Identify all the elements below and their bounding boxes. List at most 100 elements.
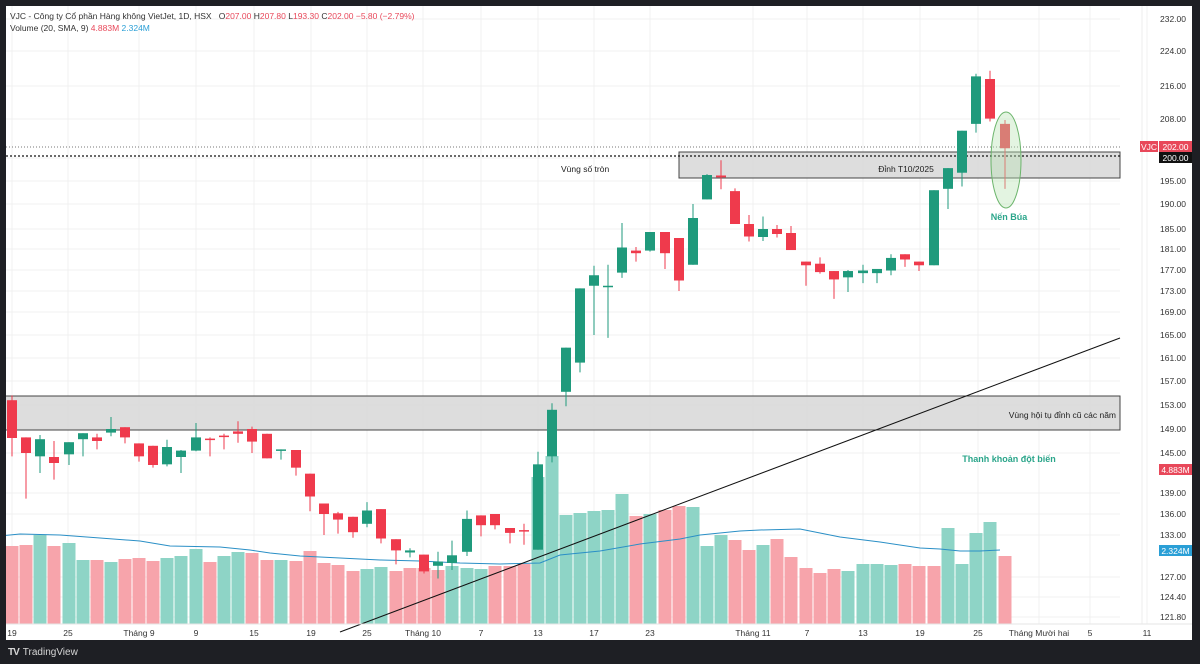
volume-bar[interactable] [346,571,360,624]
candle-up[interactable] [362,510,372,524]
volume-bar[interactable] [503,566,517,624]
volume-bar[interactable] [686,507,700,624]
volume-bar[interactable] [6,546,19,624]
volume-bar[interactable] [998,556,1012,624]
volume-bar[interactable] [146,561,160,624]
chart-canvas[interactable]: Vùng số tròn Đỉnh T10/2025 Vùng hội tụ đỉn… [6,6,1192,640]
volume-bar[interactable] [884,565,898,624]
volume-bar[interactable] [770,539,784,624]
tradingview-footer[interactable]: TV TradingView [8,647,78,658]
volume-bar[interactable] [728,540,742,624]
volume-bar[interactable] [33,535,47,624]
candle-down[interactable] [716,175,726,178]
volume-bar[interactable] [445,566,459,624]
volume-bar[interactable] [927,566,941,624]
candle-up[interactable] [78,433,88,440]
volume-bar[interactable] [870,564,884,624]
candle-up[interactable] [176,450,186,457]
volume-bar[interactable] [827,569,841,624]
candle-up[interactable] [533,464,543,550]
candle-up[interactable] [886,257,896,271]
candle-up[interactable] [971,76,981,124]
candle-down[interactable] [120,427,130,438]
candle-up[interactable] [929,190,939,266]
candle-down[interactable] [333,513,343,520]
candle-down[interactable] [730,191,740,224]
candle-down[interactable] [900,254,910,260]
candle-up[interactable] [106,429,116,433]
candle-up[interactable] [447,555,457,563]
candle-up[interactable] [645,232,655,251]
candle-down[interactable] [205,438,215,441]
volume-bar[interactable] [231,552,245,624]
candle-down[interactable] [21,437,31,453]
candle-down[interactable] [490,514,500,526]
candle-up[interactable] [547,409,557,457]
candle-down[interactable] [134,443,144,457]
volume-bar[interactable] [90,560,104,624]
candle-up[interactable] [758,229,768,237]
candle-down[interactable] [348,516,358,533]
volume-bar[interactable] [403,568,417,624]
volume-bar[interactable] [898,564,912,624]
candle-down[interactable] [744,224,754,237]
candle-up[interactable] [688,218,698,265]
volume-bar[interactable] [756,545,770,624]
volume-bar[interactable] [742,550,756,624]
candle-down[interactable] [829,271,839,280]
volume-bar[interactable] [941,528,955,624]
candle-up[interactable] [843,271,853,278]
volume-bar[interactable] [274,560,288,624]
candle-up[interactable] [462,518,472,552]
volume-bar[interactable] [983,522,997,624]
candle-down[interactable] [985,79,995,119]
candle-down[interactable] [233,431,243,434]
candle-up[interactable] [405,550,415,553]
candle-down[interactable] [631,250,641,254]
volume-bar[interactable] [813,573,827,624]
candle-down[interactable] [815,263,825,273]
volume-bar[interactable] [672,506,686,624]
volume-bar[interactable] [955,564,969,624]
candle-up[interactable] [561,347,571,392]
volume-bar[interactable] [47,546,61,624]
volume-bar[interactable] [601,510,615,624]
candle-up[interactable] [957,130,967,173]
candle-down[interactable] [801,261,811,266]
candle-up[interactable] [191,437,201,451]
volume-bar[interactable] [431,570,445,624]
volume-bar[interactable] [374,567,388,624]
candle-up[interactable] [603,285,613,288]
candle-down[interactable] [476,515,486,526]
volume-bar[interactable] [19,545,33,624]
candle-down[interactable] [319,503,329,515]
volume-bar[interactable] [317,563,331,624]
volume-bar[interactable] [587,511,601,624]
volume-bar[interactable] [289,561,303,624]
candle-down[interactable] [148,445,158,465]
volume-bar[interactable] [174,556,188,624]
candle-up[interactable] [872,268,882,274]
candle-up[interactable] [433,561,443,566]
volume-bar[interactable] [260,560,274,624]
candle-down[interactable] [219,435,229,438]
volume-bar[interactable] [573,513,587,624]
candle-down[interactable] [92,437,102,441]
candle-down[interactable] [291,450,301,468]
volume-bar[interactable] [389,571,403,624]
volume-bar[interactable] [559,515,573,624]
volume-bar[interactable] [912,566,926,624]
symbol-legend[interactable]: VJC - Công ty Cổ phần Hàng không VietJet… [10,11,414,21]
volume-bar[interactable] [488,566,502,624]
volume-bar[interactable] [132,558,146,624]
volume-bar[interactable] [615,494,629,624]
volume-bar[interactable] [969,533,983,624]
volume-bar[interactable] [217,556,231,624]
trendline[interactable] [339,337,1121,633]
candle-down[interactable] [305,473,315,497]
volume-bar[interactable] [643,514,657,624]
candle-up[interactable] [35,439,45,457]
candle-down[interactable] [391,539,401,551]
support-zone-box[interactable] [6,395,1121,431]
volume-bar[interactable] [474,569,488,624]
